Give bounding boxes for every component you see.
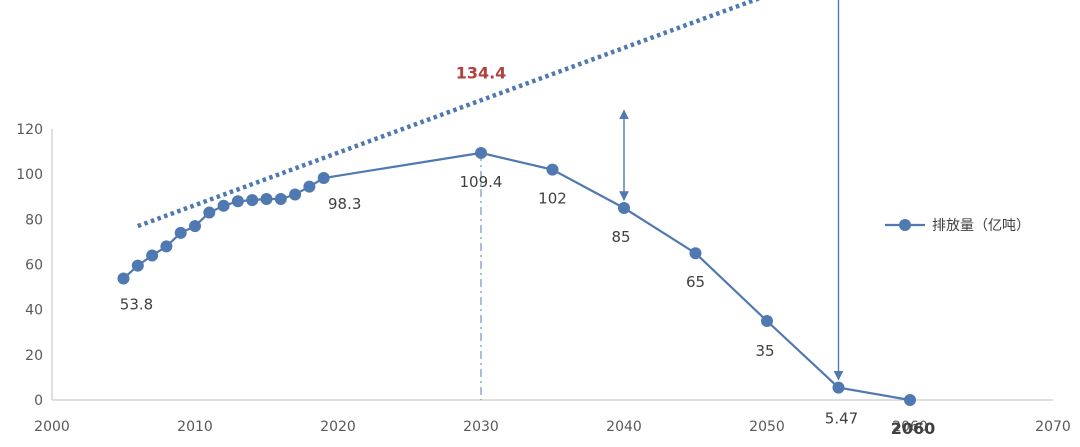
data-label: 65 [686,273,705,291]
data-point [117,272,130,285]
projection-value-label: 134.4 [456,63,507,82]
emissions-series [117,146,916,406]
data-point [189,220,201,233]
data-point [203,206,216,219]
data-label: 109.4 [460,173,503,191]
data-point [689,247,702,260]
data-point [260,193,273,206]
data-point [317,172,330,185]
axes: 2000 2010 2020 2030 2040 2050 2060 207002040608… [16,122,1071,435]
data-point [546,163,559,176]
legend-label: 排放量（亿吨） [932,218,1030,234]
x-tick-label: 2020 [320,419,356,435]
data-label: 85 [611,228,630,246]
data-point [246,194,259,207]
data-point [231,195,244,208]
data-point [289,188,302,201]
gap-arrows [619,0,844,381]
y-tick-label: 20 [25,348,43,364]
x-tick-label: 2010 [177,419,213,435]
data-point [475,146,487,159]
data-point [131,259,144,272]
series-line [122,151,911,402]
data-label: 102 [538,190,567,208]
data-point [618,202,630,215]
projection-trend [137,0,762,229]
x-tick-label: 2030 [463,419,499,435]
legend-marker [899,219,911,231]
data-point [217,199,230,212]
y-tick-label: 80 [25,212,43,228]
data-point [174,226,187,239]
y-tick-label: 40 [25,303,43,319]
data-point [274,193,287,206]
y-tick-label: 100 [16,167,43,183]
data-point [303,180,316,193]
data-point [832,381,845,394]
data-point [160,240,173,253]
data-label: 98.3 [328,195,361,213]
data-label: 53.8 [120,296,153,314]
data-label: 5.47 [825,410,858,428]
legend: 排放量（亿吨） [885,218,1030,234]
data-point [146,249,159,262]
y-tick-label: 120 [16,122,43,138]
data-label: 35 [755,342,774,360]
data-point [761,314,773,327]
x-tick-label: 2070 [1035,419,1071,435]
projection-dotted-line [137,0,762,229]
y-tick-label: 60 [25,258,43,274]
x-tick-label: 2040 [606,419,642,435]
x-tick-label: 2060 [892,419,928,435]
x-tick-label: 2050 [749,419,785,435]
data-label: 2060 [891,419,936,438]
data-point [904,394,916,406]
x-tick-label: 2000 [34,419,70,435]
y-tick-label: 0 [34,393,43,409]
